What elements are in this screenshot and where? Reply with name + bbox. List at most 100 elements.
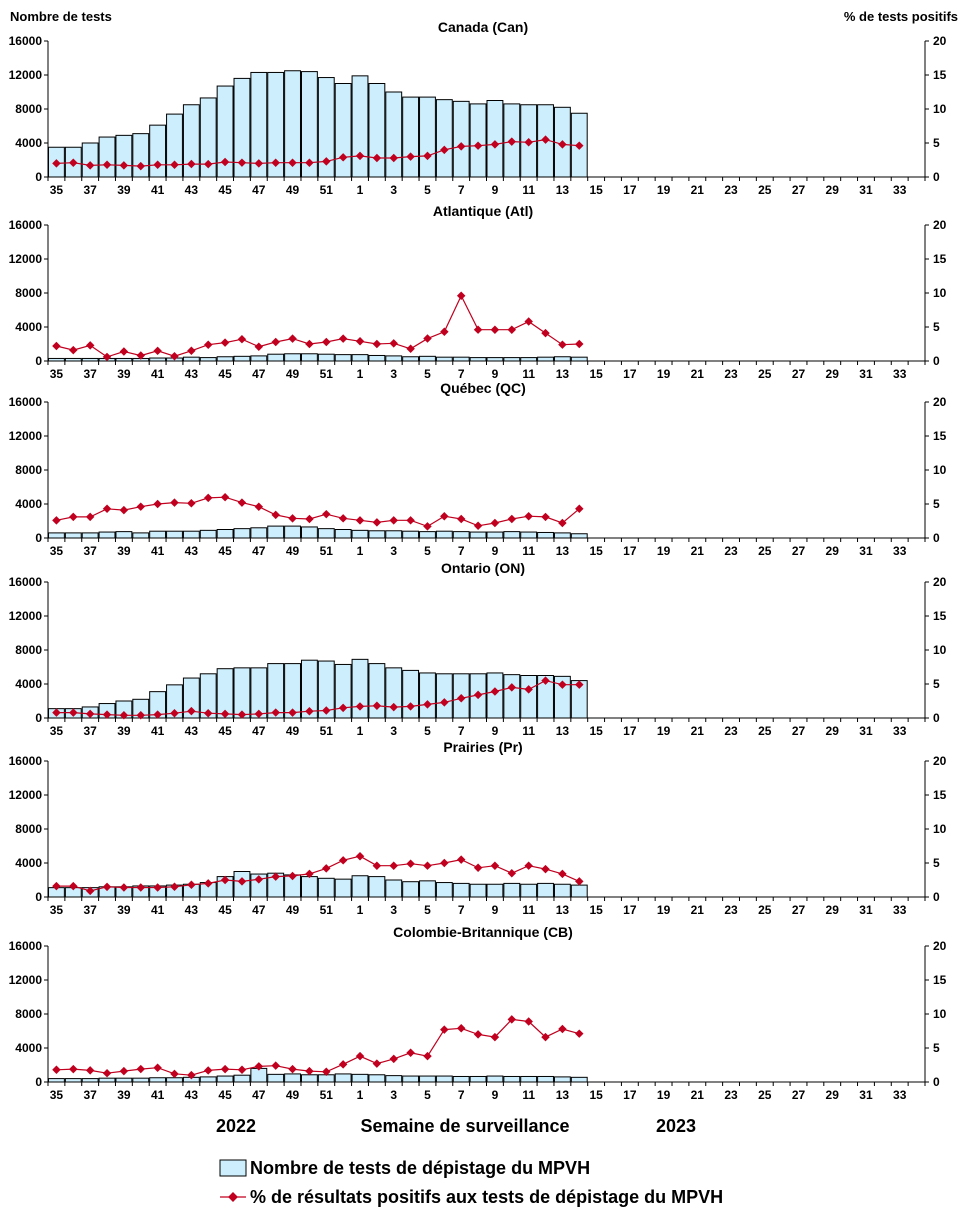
pct-positive-point — [406, 1048, 415, 1058]
right-tick-label: 0 — [933, 170, 940, 184]
x-tick-label: 5 — [424, 183, 431, 197]
test-count-bar — [385, 667, 403, 719]
test-count-bar — [402, 356, 420, 362]
pct-positive-point — [305, 339, 314, 349]
pct-positive-point — [456, 291, 466, 300]
test-count-bar — [317, 353, 335, 362]
x-tick-label: 21 — [691, 724, 705, 738]
pct-positive-point — [507, 868, 517, 878]
legend-bar-swatch — [219, 1159, 247, 1177]
pct-positive-point — [69, 1064, 78, 1074]
pct-positive-point — [119, 1066, 129, 1076]
pct-positive-point — [288, 334, 297, 343]
pct-positive-point — [237, 498, 247, 507]
pct-positive-point — [389, 153, 398, 163]
test-count-bar — [64, 532, 82, 539]
x-tick-label: 25 — [758, 1088, 772, 1102]
right-tick-label: 5 — [933, 497, 940, 511]
left-tick-label: 8000 — [15, 463, 42, 477]
pct-positive-point — [473, 325, 483, 334]
pct-positive-point — [406, 516, 415, 525]
right-tick-label: 10 — [933, 286, 947, 300]
pct-positive-line — [56, 496, 580, 528]
x-tick-label: 37 — [83, 724, 97, 738]
pct-positive-point — [490, 325, 500, 334]
test-count-bar — [435, 673, 453, 719]
pct-positive-point — [423, 861, 432, 870]
x-tick-label: 47 — [252, 1088, 266, 1102]
pct-positive-point — [355, 337, 365, 346]
right-tick-label: 10 — [933, 102, 947, 116]
test-count-bar — [419, 355, 436, 362]
x-tick-label: 27 — [792, 367, 806, 381]
x-tick-label: 47 — [252, 903, 266, 917]
x-tick-label: 11 — [522, 183, 535, 197]
pct-positive-point — [372, 339, 382, 349]
right-tick-label: 20 — [933, 395, 947, 409]
pct-positive-point — [575, 680, 584, 689]
x-tick-label: 31 — [859, 367, 873, 381]
test-count-bar — [317, 528, 335, 539]
x-tick-label: 27 — [792, 903, 806, 917]
pct-positive-point — [507, 683, 517, 692]
test-count-bar — [233, 1074, 251, 1083]
x-tick-label: 49 — [286, 724, 300, 738]
pct-positive-point — [355, 151, 365, 161]
pct-positive-point — [338, 334, 348, 343]
x-tick-label: 7 — [458, 903, 465, 917]
test-count-bar — [503, 882, 521, 898]
panel-title: Colombie-Britannique (CB) — [393, 924, 573, 940]
pct-positive-point — [423, 334, 432, 343]
pct-positive-point — [136, 502, 145, 511]
x-tick-label: 37 — [83, 903, 97, 917]
legend: Nombre de tests de dépistage du MPVH % d… — [219, 1158, 723, 1207]
x-tick-label: 43 — [185, 367, 199, 381]
test-count-bar — [351, 658, 369, 719]
test-count-bar — [435, 356, 453, 362]
test-count-bar — [149, 124, 167, 178]
test-count-bar — [334, 663, 352, 719]
pct-positive-point — [558, 869, 567, 879]
pct-positive-point — [52, 708, 61, 717]
left-tick-label: 16000 — [9, 939, 43, 953]
x-tick-label: 9 — [492, 544, 499, 558]
right-tick-label: 5 — [933, 136, 940, 150]
x-tick-label: 21 — [691, 544, 705, 558]
test-count-bar — [149, 357, 167, 362]
pct-positive-point — [170, 160, 179, 170]
test-count-bar — [469, 531, 487, 539]
x-tick-label: 31 — [859, 724, 873, 738]
test-count-bar — [368, 663, 386, 719]
pct-positive-point — [473, 141, 483, 150]
right-tick-label: 5 — [933, 1041, 940, 1055]
x-tick-label: 39 — [117, 183, 131, 197]
pct-positive-point — [456, 1024, 466, 1033]
test-count-bar — [317, 877, 335, 898]
right-tick-label: 5 — [933, 320, 940, 334]
test-count-bar — [385, 1075, 403, 1083]
test-count-bar — [182, 104, 200, 178]
right-tick-label: 20 — [933, 575, 947, 589]
test-count-bar — [435, 99, 453, 178]
pct-positive-point — [187, 346, 196, 356]
x-tick-label: 39 — [117, 544, 131, 558]
x-tick-label: 41 — [151, 724, 165, 738]
test-count-bar — [48, 1078, 65, 1083]
test-count-bar — [351, 529, 369, 539]
pct-positive-point — [541, 328, 550, 338]
pct-positive-point — [372, 153, 382, 163]
pct-positive-point — [69, 512, 78, 522]
test-count-bar — [452, 882, 470, 898]
pct-positive-point — [288, 158, 297, 167]
test-count-bar — [402, 1075, 420, 1083]
pct-positive-point — [254, 502, 264, 511]
x-tick-label: 47 — [252, 544, 266, 558]
pct-positive-point — [254, 875, 264, 884]
pct-positive-point — [254, 342, 264, 351]
pct-positive-point — [372, 1059, 382, 1068]
left-tick-label: 8000 — [15, 286, 42, 300]
x-tick-label: 51 — [320, 724, 334, 738]
panel-title: Ontario (ON) — [441, 560, 525, 576]
pct-positive-point — [271, 510, 280, 520]
test-count-bar — [419, 880, 436, 898]
